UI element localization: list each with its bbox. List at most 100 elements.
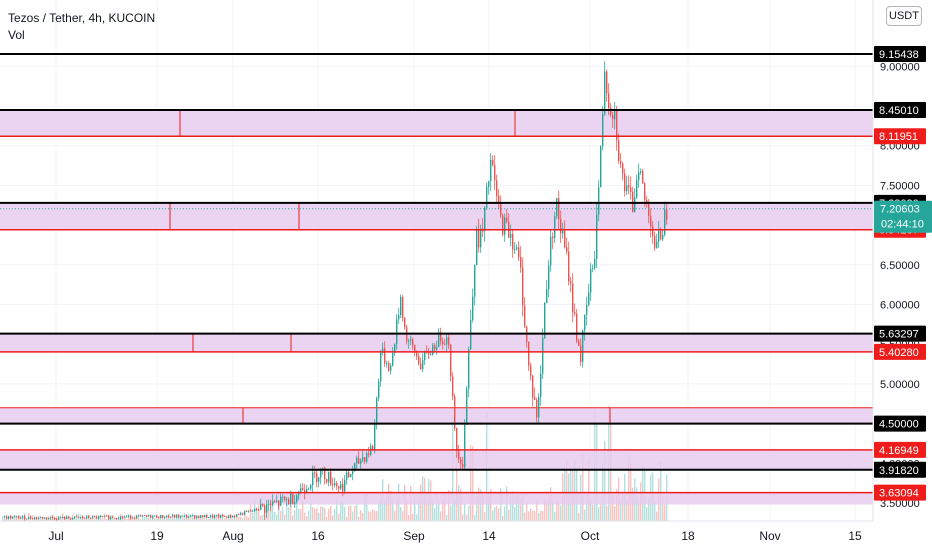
candle-body [176,515,178,518]
volume-bar [146,514,148,521]
price-axis-background[interactable] [873,0,932,521]
candle-body [496,180,498,197]
candle-body [28,516,30,519]
candle-body [438,332,440,348]
candle-body [108,515,110,519]
candle-body [498,196,500,204]
candle-body [488,181,490,187]
volume-bar [216,515,218,521]
volume-bar [340,501,342,521]
currency-button[interactable]: USDT [886,6,922,26]
volume-bar [526,502,528,521]
volume-bar [436,492,438,521]
candle-body [554,216,556,239]
candle-body [6,516,8,519]
symbol-title[interactable]: Tezos / Tether, 4h, KUCOIN [8,11,156,25]
volume-bar [84,517,86,521]
candle-body [258,509,260,511]
candle-body [444,343,446,345]
volume-bar [228,516,230,521]
level-label-bg [874,461,926,478]
candle-body [138,515,140,517]
candle-body [76,516,78,518]
candle-body [100,516,102,518]
volume-bar [556,500,558,521]
volume-bar [366,493,368,521]
volume-bar [320,506,322,521]
candle-body [324,467,326,479]
candle-body [344,479,346,492]
candle-body [152,516,154,518]
candle-body [190,515,192,517]
volume-bar [616,489,618,521]
candle-body [18,516,20,519]
candle-body [180,515,182,518]
time-axis-background[interactable] [0,521,932,550]
candle-body [484,207,486,232]
volume-bar [154,517,156,521]
candle-body [114,518,116,519]
volume-bar [184,513,186,521]
candle-body [408,340,410,342]
candle-body [390,365,392,371]
volume-bar [156,518,158,521]
volume-bar [536,501,538,521]
volume-bar [274,512,276,521]
volume-bar [90,517,92,521]
volume-bar [592,504,594,521]
candle-body [224,516,226,518]
volume-indicator-label[interactable]: Vol [8,28,25,42]
candle-body [256,508,258,510]
candle-body [128,515,130,517]
volume-bar [250,503,252,521]
volume-bar [280,510,282,521]
candle-body [550,236,552,266]
candle-body [182,515,184,517]
candle-body [536,399,538,418]
volume-bar [454,499,456,521]
volume-bar [44,518,46,521]
candle-body [68,516,70,519]
candle-body [188,516,190,518]
volume-bar [2,516,4,521]
volume-bar [534,510,536,521]
candle-body [586,305,588,315]
candle-body [600,146,602,188]
candle-body [64,516,66,519]
volume-bar [132,518,134,521]
volume-bar [244,513,246,521]
volume-bar [290,506,292,521]
candle-body [34,517,36,519]
candle-body [136,515,138,519]
candle-body [414,345,416,354]
candle-body [288,499,290,505]
zone-rect [0,109,873,137]
volume-bar [124,517,126,521]
volume-bar [504,506,506,521]
candle-body [662,234,664,239]
volume-bar [544,498,546,521]
candle-body [468,349,470,389]
volume-bar [4,518,6,521]
candle-body [92,516,94,519]
volume-bar [498,508,500,521]
candle-body [116,518,118,519]
candle-body [106,515,108,517]
candle-body [20,517,22,519]
candle-body [420,363,422,370]
candle-body [48,518,50,519]
candle-body [208,517,210,518]
candle-body [168,516,170,518]
candle-body [364,457,366,462]
candle-body [380,352,382,382]
candle-body [512,233,514,250]
time-tick-label: Jul [48,529,63,543]
candle-body [622,163,624,174]
candle-body [630,187,632,192]
level-label-text: 5.63297 [879,329,919,341]
volume-bar [466,514,468,521]
volume-bar [286,502,288,521]
volume-bar [126,518,128,521]
candle-body [358,457,360,464]
